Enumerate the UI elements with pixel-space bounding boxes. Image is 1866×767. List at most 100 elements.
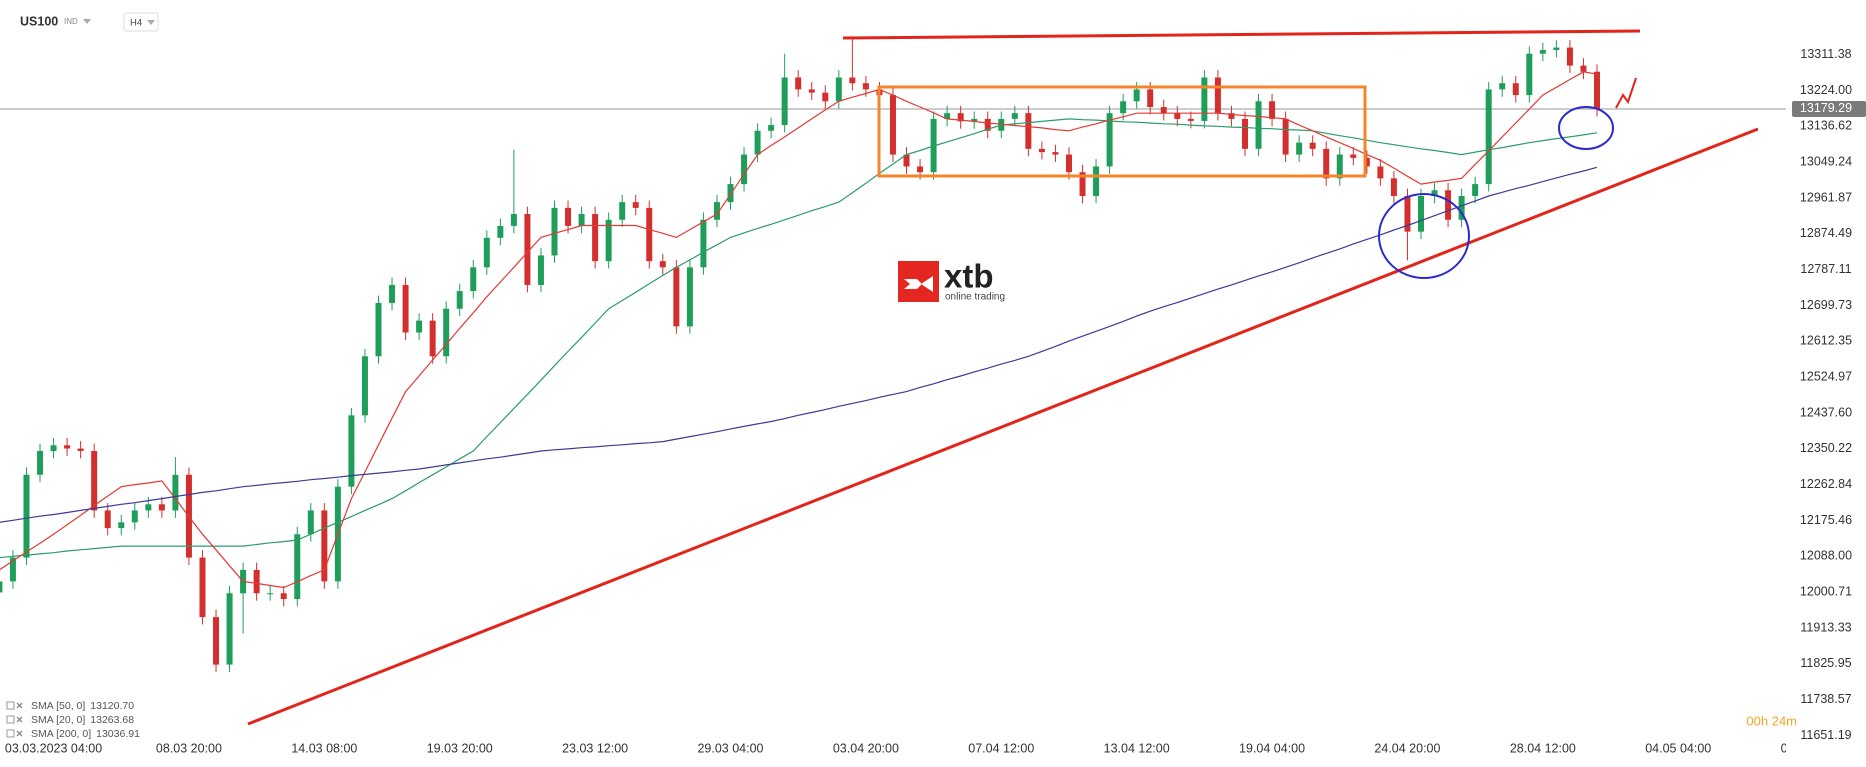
resistance-line[interactable] — [842, 29, 1641, 40]
candle-body — [1417, 195, 1424, 232]
y-tick-label: 11913.33 — [1800, 620, 1851, 634]
candle-body — [321, 510, 328, 582]
legend: SMA [50, 0] 13120.70 SMA [20, 0] 13263.68 SM… — [6, 700, 140, 740]
candle-body — [510, 214, 517, 226]
candle-body — [917, 166, 924, 173]
candle-body — [889, 95, 896, 155]
x-tick-label: 13.04 12:00 — [1104, 741, 1170, 755]
candle-body — [592, 214, 599, 262]
candle-body — [1174, 113, 1181, 119]
candle-body — [781, 77, 788, 126]
candle-body — [104, 510, 111, 529]
y-tick-label: 12961.87 — [1800, 190, 1852, 204]
sma-line — [0, 118, 1598, 559]
y-tick-label: 11825.95 — [1800, 656, 1851, 670]
sma-line — [0, 71, 1598, 589]
interval-box[interactable] — [123, 12, 159, 32]
candle-body — [1431, 190, 1438, 196]
candle-body — [1526, 53, 1533, 96]
candle-body — [619, 202, 626, 220]
symbol[interactable]: US100 — [20, 14, 58, 28]
candle-body — [1201, 77, 1208, 121]
range-box[interactable] — [877, 85, 1367, 178]
candle-body — [1093, 166, 1100, 196]
candle-body — [361, 356, 368, 416]
x-tick-label: 19.04 04:00 — [1239, 741, 1305, 755]
legend-icon — [6, 701, 15, 710]
candle-body — [1120, 101, 1127, 114]
highlight-circle[interactable] — [1558, 106, 1614, 150]
candle-body — [1147, 89, 1154, 108]
candle-body — [1255, 101, 1262, 149]
trend-line[interactable] — [247, 127, 1759, 726]
dropdown-arrow[interactable] — [147, 20, 155, 25]
y-tick-label: 11738.57 — [1800, 692, 1851, 706]
candle-timer: 00h 24m — [1746, 713, 1797, 728]
legend-remove-icon — [16, 702, 23, 709]
candle-body — [1472, 184, 1479, 196]
interval[interactable]: H4 — [130, 18, 142, 29]
candle-body — [280, 593, 287, 600]
candle-body — [551, 207, 558, 256]
highlight-circle[interactable] — [1378, 193, 1470, 279]
candle-body — [537, 255, 544, 285]
candle-body — [348, 415, 355, 487]
x-tick-label: 14.03 08:00 — [291, 741, 357, 755]
candle-body — [700, 219, 707, 268]
candle-body — [0, 581, 3, 593]
projection[interactable] — [1615, 77, 1637, 109]
y-tick-label: 13224.00 — [1800, 83, 1852, 97]
candle-body — [1296, 142, 1303, 155]
legend-remove-icon — [16, 730, 23, 737]
candle-body — [632, 202, 639, 208]
candle-body — [497, 225, 504, 238]
candle-body — [37, 451, 44, 475]
candle-body — [402, 284, 409, 333]
candle-body — [91, 451, 98, 511]
candle-body — [213, 617, 220, 665]
candle-body — [1052, 152, 1059, 155]
candle-body — [971, 118, 978, 122]
candle-body — [1485, 89, 1492, 185]
y-tick-label: 12437.60 — [1800, 405, 1852, 419]
legend-value: 13263.68 — [90, 714, 134, 726]
candle-body — [389, 284, 396, 303]
y-tick-label: 12874.49 — [1800, 226, 1852, 240]
candle-body — [849, 77, 856, 84]
candle-body — [23, 474, 30, 558]
candle-body — [1106, 113, 1113, 167]
x-tick-label: 04.05 04:00 — [1645, 741, 1711, 755]
candle-body — [1512, 83, 1519, 96]
legend-value: 13036.91 — [96, 728, 140, 740]
candle-body — [64, 445, 71, 449]
candle-body — [944, 113, 951, 119]
candle-body — [1404, 195, 1411, 232]
candle-body — [1079, 172, 1086, 196]
candle-body — [307, 510, 314, 535]
candle-body — [158, 504, 165, 511]
sma-line — [0, 166, 1598, 523]
y-tick-label: 12612.35 — [1800, 334, 1852, 348]
candle-body — [984, 118, 991, 131]
candle-body — [1187, 118, 1194, 121]
candle-body — [1241, 118, 1248, 149]
x-tick-label: 03.03.2023 04:00 — [5, 741, 102, 755]
candle-body — [1445, 190, 1452, 220]
price-axis-bg — [1786, 0, 1866, 767]
candle-body — [1580, 65, 1587, 72]
dropdown-arrow[interactable] — [83, 19, 91, 24]
y-tick-label: 12350.22 — [1800, 441, 1852, 455]
x-tick-label: 07.04 12:00 — [968, 741, 1034, 755]
candle-body — [145, 504, 152, 511]
logo-tagline: online trading — [945, 292, 1005, 303]
candle-body — [443, 308, 450, 357]
candle-body — [1377, 166, 1384, 179]
candle-body — [1025, 113, 1032, 149]
x-tick-label: 29.03 04:00 — [697, 741, 763, 755]
x-tick-label: 28.04 12:00 — [1510, 741, 1576, 755]
candle-body — [226, 593, 233, 665]
y-tick-label: 13049.24 — [1800, 155, 1852, 169]
candle-body — [754, 130, 761, 155]
candle-body — [1539, 50, 1546, 54]
